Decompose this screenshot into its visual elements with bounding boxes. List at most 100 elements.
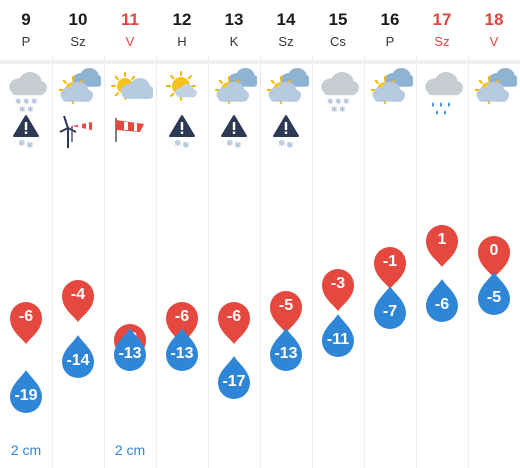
snow-warning-icon[interactable]: ❄ ❄ xyxy=(168,114,196,155)
svg-text:❄: ❄ xyxy=(27,105,34,114)
day-name: V xyxy=(489,34,499,49)
day-number: 18 xyxy=(484,10,504,29)
cloud-snow-icon: ❄ ❄ ❄ ❄ ❄ xyxy=(315,68,361,121)
day-number: 15 xyxy=(328,10,348,29)
max-temp-value: -1 xyxy=(382,253,398,270)
mostly-sunny-icon xyxy=(159,68,205,121)
day-column[interactable]: 14 Sz ❄ ❄ -5 -13 xyxy=(260,0,312,468)
cloud-snow-icon: ❄ ❄ ❄ ❄ ❄ xyxy=(3,68,49,121)
day-name: Sz xyxy=(70,34,86,49)
day-name: Sz xyxy=(434,34,450,49)
partly-sunny-icon xyxy=(107,68,155,121)
day-name: P xyxy=(385,34,395,49)
max-temp-value: -6 xyxy=(18,308,34,325)
day-number: 10 xyxy=(68,10,88,29)
partly-cloudy-icon xyxy=(55,68,103,121)
min-temp-drop: -6 xyxy=(424,278,460,324)
min-temp-value: -11 xyxy=(326,331,350,348)
day-number: 14 xyxy=(276,10,296,29)
svg-text:❄: ❄ xyxy=(182,141,190,150)
wind-turbine-icon[interactable] xyxy=(58,114,98,155)
max-temp-pin: -5 xyxy=(268,288,304,334)
svg-text:❄: ❄ xyxy=(327,97,334,106)
svg-text:❄: ❄ xyxy=(19,105,26,114)
day-column[interactable]: 18 V 0 -5 xyxy=(468,0,520,468)
min-temp-value: -13 xyxy=(274,345,298,362)
min-temp-value: -7 xyxy=(382,303,398,320)
partly-cloudy-icon xyxy=(471,68,519,121)
max-temp-pin: -6 xyxy=(216,299,252,345)
day-column[interactable]: 11V -8-132 cm xyxy=(104,0,156,468)
min-temp-drop: -14 xyxy=(60,334,96,380)
max-temp-value: -4 xyxy=(70,286,86,303)
partly-cloudy-icon xyxy=(263,68,311,121)
day-number: 13 xyxy=(224,10,244,29)
max-temp-pin: 1 xyxy=(424,222,460,268)
day-name: P xyxy=(21,34,31,49)
max-temp-pin: -6 xyxy=(8,299,44,345)
max-temp-pin: 0 xyxy=(476,233,512,279)
partly-cloudy-icon xyxy=(211,68,259,121)
max-temp-pin: -1 xyxy=(372,244,408,290)
day-column[interactable]: 10 Sz -4 -14 xyxy=(52,0,104,468)
max-temp-pin: -6 xyxy=(164,299,200,345)
max-temp-pin: -3 xyxy=(320,266,356,312)
max-temp-value: -3 xyxy=(330,275,346,292)
max-temp-value: -6 xyxy=(226,308,242,325)
svg-text:❄: ❄ xyxy=(339,105,346,114)
svg-text:❄: ❄ xyxy=(234,141,242,150)
snow-amount: 2 cm xyxy=(114,442,146,458)
min-temp-drop: -5 xyxy=(476,271,512,317)
max-temp-pin: -4 xyxy=(60,277,96,323)
min-temp-drop: -7 xyxy=(372,285,408,331)
snow-warning-icon[interactable]: ❄ ❄ xyxy=(12,114,40,155)
max-temp-value: 0 xyxy=(489,242,499,259)
svg-text:❄: ❄ xyxy=(286,141,294,150)
min-temp-value: -14 xyxy=(66,352,90,369)
max-temp-value: -5 xyxy=(278,297,294,314)
svg-text:❄: ❄ xyxy=(26,141,34,150)
min-temp-value: -5 xyxy=(486,289,502,306)
day-column[interactable]: 16 P -1 -7 xyxy=(364,0,416,468)
day-column[interactable]: 12 H ❄ ❄ -6 -13 xyxy=(156,0,208,468)
day-column[interactable]: 9 P ❄ ❄ ❄ ❄ ❄ ❄ ❄ -6 -19 2 cm xyxy=(0,0,52,468)
day-number: 11 xyxy=(121,10,139,29)
min-temp-drop: -11 xyxy=(320,313,356,359)
day-number: 16 xyxy=(380,10,400,29)
column-separator xyxy=(104,56,105,468)
day-name: Sz xyxy=(278,34,294,49)
column-separator xyxy=(52,56,53,468)
column-separator xyxy=(156,56,157,468)
svg-text:❄: ❄ xyxy=(343,97,350,106)
day-column[interactable]: 17 Sz 1 -6 xyxy=(416,0,468,468)
column-separator xyxy=(312,56,313,468)
windsock-icon[interactable] xyxy=(110,114,150,149)
min-temp-value: -17 xyxy=(222,373,246,390)
day-column[interactable]: 15 Cs ❄ ❄ ❄ ❄ ❄ -3 -11 xyxy=(312,0,364,468)
cloud-rain-icon xyxy=(419,68,465,121)
min-temp-drop: -19 xyxy=(8,369,44,415)
day-name: Cs xyxy=(330,34,346,49)
min-temp-drop: -13 xyxy=(268,327,304,373)
partly-cloudy-icon xyxy=(367,68,415,121)
min-temp-value: -19 xyxy=(14,387,38,404)
max-temp-value: -6 xyxy=(174,308,190,325)
min-temp-value: -13 xyxy=(170,345,194,362)
min-temp-drop: -17 xyxy=(216,355,252,401)
day-name: K xyxy=(229,34,239,49)
svg-text:❄: ❄ xyxy=(278,139,286,149)
svg-text:❄: ❄ xyxy=(15,97,22,106)
day-name: V xyxy=(125,34,135,49)
column-separator xyxy=(416,56,417,468)
snow-amount: 2 cm xyxy=(10,442,42,458)
max-temp-value: 1 xyxy=(437,231,447,248)
min-temp-drop: -13 xyxy=(112,327,148,373)
day-number: 17 xyxy=(432,10,452,29)
snow-warning-icon[interactable]: ❄ ❄ xyxy=(220,114,248,155)
svg-text:❄: ❄ xyxy=(331,105,338,114)
day-column[interactable]: 13 K ❄ ❄ -6 -17 xyxy=(208,0,260,468)
column-separator xyxy=(208,56,209,468)
column-separator xyxy=(364,56,365,468)
svg-text:❄: ❄ xyxy=(335,97,342,106)
snow-warning-icon[interactable]: ❄ ❄ xyxy=(272,114,300,155)
